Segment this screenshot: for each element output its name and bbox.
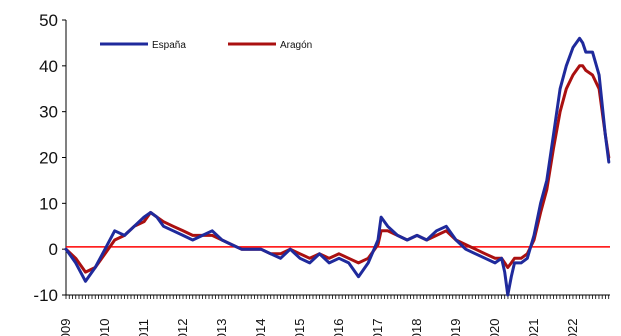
x-tick-label: 2021 xyxy=(526,319,541,336)
x-tick-label: 2015 xyxy=(292,319,307,336)
x-tick-label: 2010 xyxy=(97,319,112,336)
y-tick-label: 40 xyxy=(39,57,58,76)
x-tick-label: 2011 xyxy=(136,319,151,336)
x-tick-label: 2019 xyxy=(448,319,463,336)
x-tick-label: 2012 xyxy=(175,319,190,336)
series-line-espana xyxy=(64,36,611,297)
plot-area xyxy=(64,36,611,297)
y-axis: -10 0 10 20 30 40 50 xyxy=(33,11,67,305)
x-axis: 2009 2010 2011 2012 2013 2014 2015 2016 2017 2018… xyxy=(58,294,610,336)
x-tick-label: 2022 xyxy=(565,319,580,336)
y-tick-label: 10 xyxy=(39,194,58,213)
x-tick-label: 2016 xyxy=(331,319,346,336)
y-tick-label: 0 xyxy=(49,240,58,259)
y-tick-label: 20 xyxy=(39,149,58,168)
series-line-aragon xyxy=(64,64,611,274)
x-tick-label: 2013 xyxy=(214,319,229,336)
x-tick-label: 2009 xyxy=(58,319,73,336)
legend-label: Aragón xyxy=(280,40,312,51)
y-tick-label: -10 xyxy=(33,286,58,305)
legend: España Aragón xyxy=(100,40,312,51)
x-tick-label: 2020 xyxy=(487,319,502,336)
x-tick-label: 2014 xyxy=(253,319,268,336)
legend-label: España xyxy=(152,40,186,51)
y-tick-label: 50 xyxy=(39,11,58,30)
x-tick-label: 2017 xyxy=(370,319,385,336)
x-tick-label: 2018 xyxy=(409,319,424,336)
y-tick-label: 30 xyxy=(39,103,58,122)
